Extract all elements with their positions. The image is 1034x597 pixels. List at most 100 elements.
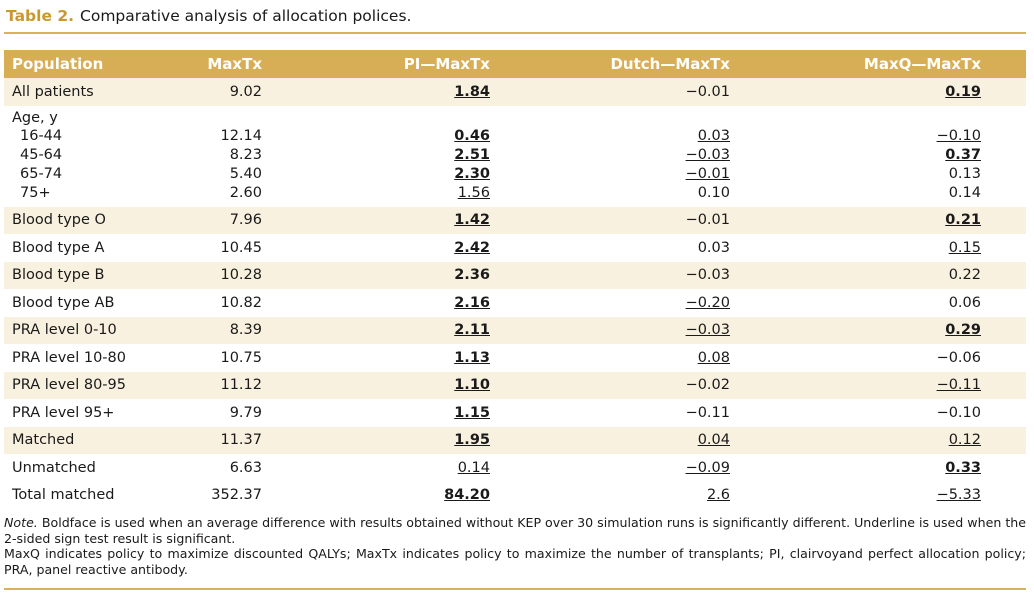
cell-maxq: −5.33: [936, 487, 981, 504]
table-row: All patients 9.02 1.84 −0.01 0.19: [4, 78, 1026, 106]
cell-maxq: 0.33: [945, 459, 981, 476]
cell-dutch: 0.03: [697, 239, 730, 256]
cell-pi: 1.13: [454, 349, 490, 366]
cell-maxq: 0.21: [945, 212, 981, 229]
cell-maxtx: 2.60: [229, 184, 262, 201]
cell-dutch: −0.01: [490, 78, 730, 106]
cell-pi: 0.14: [457, 459, 490, 476]
note-line-2: MaxQ indicates policy to maximize discou…: [4, 546, 1026, 577]
cell-dutch: 0.08: [697, 349, 730, 366]
cell-maxq: 0.14: [948, 184, 981, 201]
table-row: PRA level 95+ 9.79 1.15 −0.11 −0.10: [4, 399, 1026, 427]
cell-maxq: −0.06: [936, 349, 981, 366]
age-subrow-label: 16-44: [20, 127, 63, 144]
age-subrow-label: 65-74: [20, 165, 63, 182]
table-row: Unmatched 6.63 0.14 −0.09 0.33: [4, 454, 1026, 482]
col-header-dutch: Dutch—MaxTx: [490, 50, 730, 78]
table-row: Blood type A 10.45 2.42 0.03 0.15: [4, 234, 1026, 262]
cell-population: Total matched: [12, 487, 115, 504]
cell-dutch: 0.04: [697, 432, 730, 449]
note-line-1: Note. Boldface is used when an average d…: [4, 515, 1026, 546]
cell-dutch: −0.03: [685, 146, 730, 163]
table-row: Matched 11.37 1.95 0.04 0.12: [4, 426, 1026, 454]
cell-maxtx: 5.40: [229, 165, 262, 182]
table-note: Note. Boldface is used when an average d…: [4, 515, 1026, 577]
header-row: Population MaxTx PI—MaxTx Dutch—MaxTx Ma…: [4, 50, 1026, 78]
table-row: PRA level 80-95 11.12 1.10 −0.02 −0.11: [4, 371, 1026, 399]
cell-population: PRA level 0-10: [4, 316, 154, 344]
cell-pi: 1.42: [454, 212, 490, 229]
cell-population: Blood type O: [4, 206, 154, 234]
cell-maxtx: 12.14: [220, 127, 262, 144]
cell-dutch: 0.10: [697, 184, 730, 201]
bottom-rule: [4, 588, 1026, 590]
age-subrow-label: 75+: [20, 184, 51, 201]
table-row: Blood type AB 10.82 2.16 −0.20 0.06: [4, 289, 1026, 317]
cell-maxtx: 10.75: [220, 349, 262, 366]
cell-dutch: −0.09: [685, 459, 730, 476]
cell-maxtx: 6.63: [229, 459, 262, 476]
table-label: Table 2.: [6, 7, 75, 25]
cell-maxq: 0.12: [948, 432, 981, 449]
cell-maxq: −0.11: [936, 377, 981, 394]
col-header-maxq: MaxQ—MaxTx: [730, 50, 1026, 78]
cell-pi: 84.20: [444, 487, 490, 504]
cell-pi: 0.46: [454, 127, 490, 144]
cell-population: Unmatched: [12, 459, 96, 476]
cell-maxq: 0.19: [945, 83, 981, 100]
cell-maxtx: 11.12: [154, 371, 262, 399]
cell-dutch: −0.01: [685, 165, 730, 182]
col-header-pi: PI—MaxTx: [262, 50, 490, 78]
cell-pi: 1.56: [457, 184, 490, 201]
cell-maxq: 0.06: [948, 294, 981, 311]
cell-pi: 1.95: [454, 432, 490, 449]
col-header-maxtx: MaxTx: [154, 50, 262, 78]
cell-maxq: 0.22: [730, 261, 1026, 289]
cell-pi: 2.11: [454, 322, 490, 339]
cell-population: Blood type AB: [12, 294, 115, 311]
cell-maxtx: 9.79: [229, 404, 262, 421]
cell-maxtx: 8.39: [154, 316, 262, 344]
cell-maxq: 0.15: [948, 239, 981, 256]
cell-pi: 2.36: [454, 267, 490, 284]
table-title: Comparative analysis of allocation polic…: [80, 7, 412, 25]
cell-maxtx: 9.02: [154, 78, 262, 106]
table-row: Blood type B 10.28 2.36 −0.03 0.22: [4, 261, 1026, 289]
cell-population: PRA level 95+: [12, 404, 115, 421]
cell-dutch: 0.03: [697, 127, 730, 144]
table-row: PRA level 0-10 8.39 2.11 −0.03 0.29: [4, 316, 1026, 344]
cell-population: Blood type A: [12, 239, 105, 256]
cell-pi: 2.42: [454, 239, 490, 256]
age-group-label: Age, y: [12, 109, 58, 126]
table-caption: Table 2. Comparative analysis of allocati…: [6, 6, 411, 26]
cell-population: All patients: [4, 78, 154, 106]
cell-population: Matched: [4, 426, 154, 454]
age-subrow-label: 45-64: [20, 146, 63, 163]
cell-maxq: −0.10: [936, 127, 981, 144]
cell-dutch: −0.03: [490, 261, 730, 289]
cell-pi: 2.51: [454, 146, 490, 163]
cell-dutch: −0.01: [490, 206, 730, 234]
cell-pi: 2.16: [454, 294, 490, 311]
cell-population: Blood type B: [4, 261, 154, 289]
cell-maxtx: 7.96: [154, 206, 262, 234]
cell-population: PRA level 80-95: [4, 371, 154, 399]
cell-maxq: 0.29: [945, 322, 981, 339]
top-rule: [4, 32, 1026, 34]
cell-maxtx: 10.28: [154, 261, 262, 289]
cell-maxq: 0.37: [945, 146, 981, 163]
cell-maxq: 0.13: [948, 165, 981, 182]
col-header-population: Population: [4, 50, 154, 78]
cell-dutch: 2.6: [706, 487, 730, 504]
note-label: Note.: [4, 515, 38, 530]
cell-dutch: −0.20: [685, 294, 730, 311]
cell-dutch: −0.11: [685, 404, 730, 421]
table-row: PRA level 10-80 10.75 1.13 0.08 −0.06: [4, 344, 1026, 372]
note-text: Boldface is used when an average differe…: [4, 515, 1026, 546]
cell-pi: 2.30: [454, 165, 490, 182]
cell-pi: 1.10: [454, 377, 490, 394]
cell-maxtx: 8.23: [229, 146, 262, 163]
cell-dutch: −0.03: [685, 322, 730, 339]
table-row: Blood type O 7.96 1.42 −0.01 0.21: [4, 206, 1026, 234]
table-row: Total matched 352.37 84.20 2.6 −5.33: [4, 482, 1026, 510]
